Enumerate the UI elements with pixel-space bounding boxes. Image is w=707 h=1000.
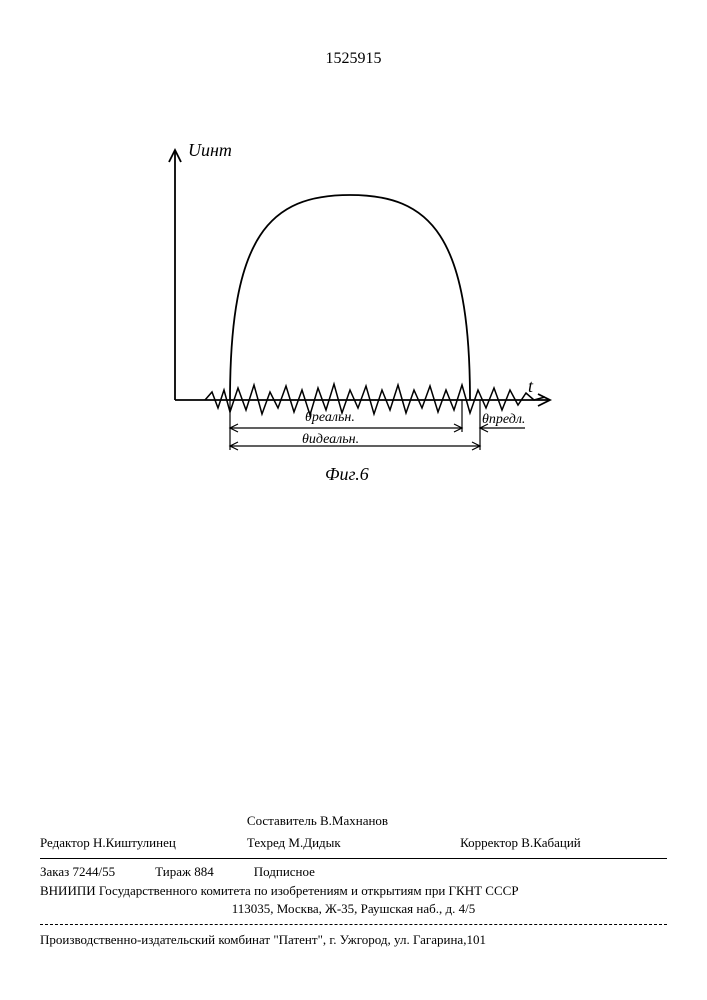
credits-block: Составитель В.Махнанов Редактор Н.Киштул… [40, 810, 667, 949]
page-number: 1525915 [326, 50, 382, 68]
order-number: Заказ 7244/55 [40, 863, 115, 881]
dashed-divider [40, 924, 667, 925]
y-axis-label: Uинт [188, 140, 232, 161]
credits-table: Составитель В.Махнанов Редактор Н.Киштул… [40, 810, 667, 854]
x-axis-label: t [528, 376, 533, 397]
dim-label-ideal: θидеальн. [302, 432, 359, 448]
publisher-line-2: 113035, Москва, Ж-35, Раушская наб., д. … [40, 900, 667, 918]
editor-name: Н.Киштулинец [93, 835, 176, 850]
techred-label: Техред [247, 835, 285, 850]
figure-caption: Фиг.6 [325, 464, 369, 485]
tirazh: Тираж 884 [155, 863, 214, 881]
dim-label-pred: θпредл. [482, 412, 525, 428]
order-row: Заказ 7244/55 Тираж 884 Подписное [40, 863, 667, 881]
publisher-line-1: ВНИИПИ Государственного комитета по изоб… [40, 882, 667, 900]
corrector-label: Корректор [460, 835, 518, 850]
editor-label: Редактор [40, 835, 90, 850]
compiler-label: Составитель [247, 813, 317, 828]
divider [40, 858, 667, 859]
techred-name: М.Дидык [288, 835, 340, 850]
corrector-name: В.Кабаций [521, 835, 580, 850]
printer-line: Производственно-издательский комбинат "П… [40, 931, 667, 949]
podpisnoe: Подписное [254, 863, 315, 881]
figure: Uинт t θреальн. θидеальн. θпредл. Фиг.6 [130, 120, 570, 500]
dim-label-real: θреальн. [305, 410, 355, 426]
compiler-name: В.Махнанов [320, 813, 388, 828]
